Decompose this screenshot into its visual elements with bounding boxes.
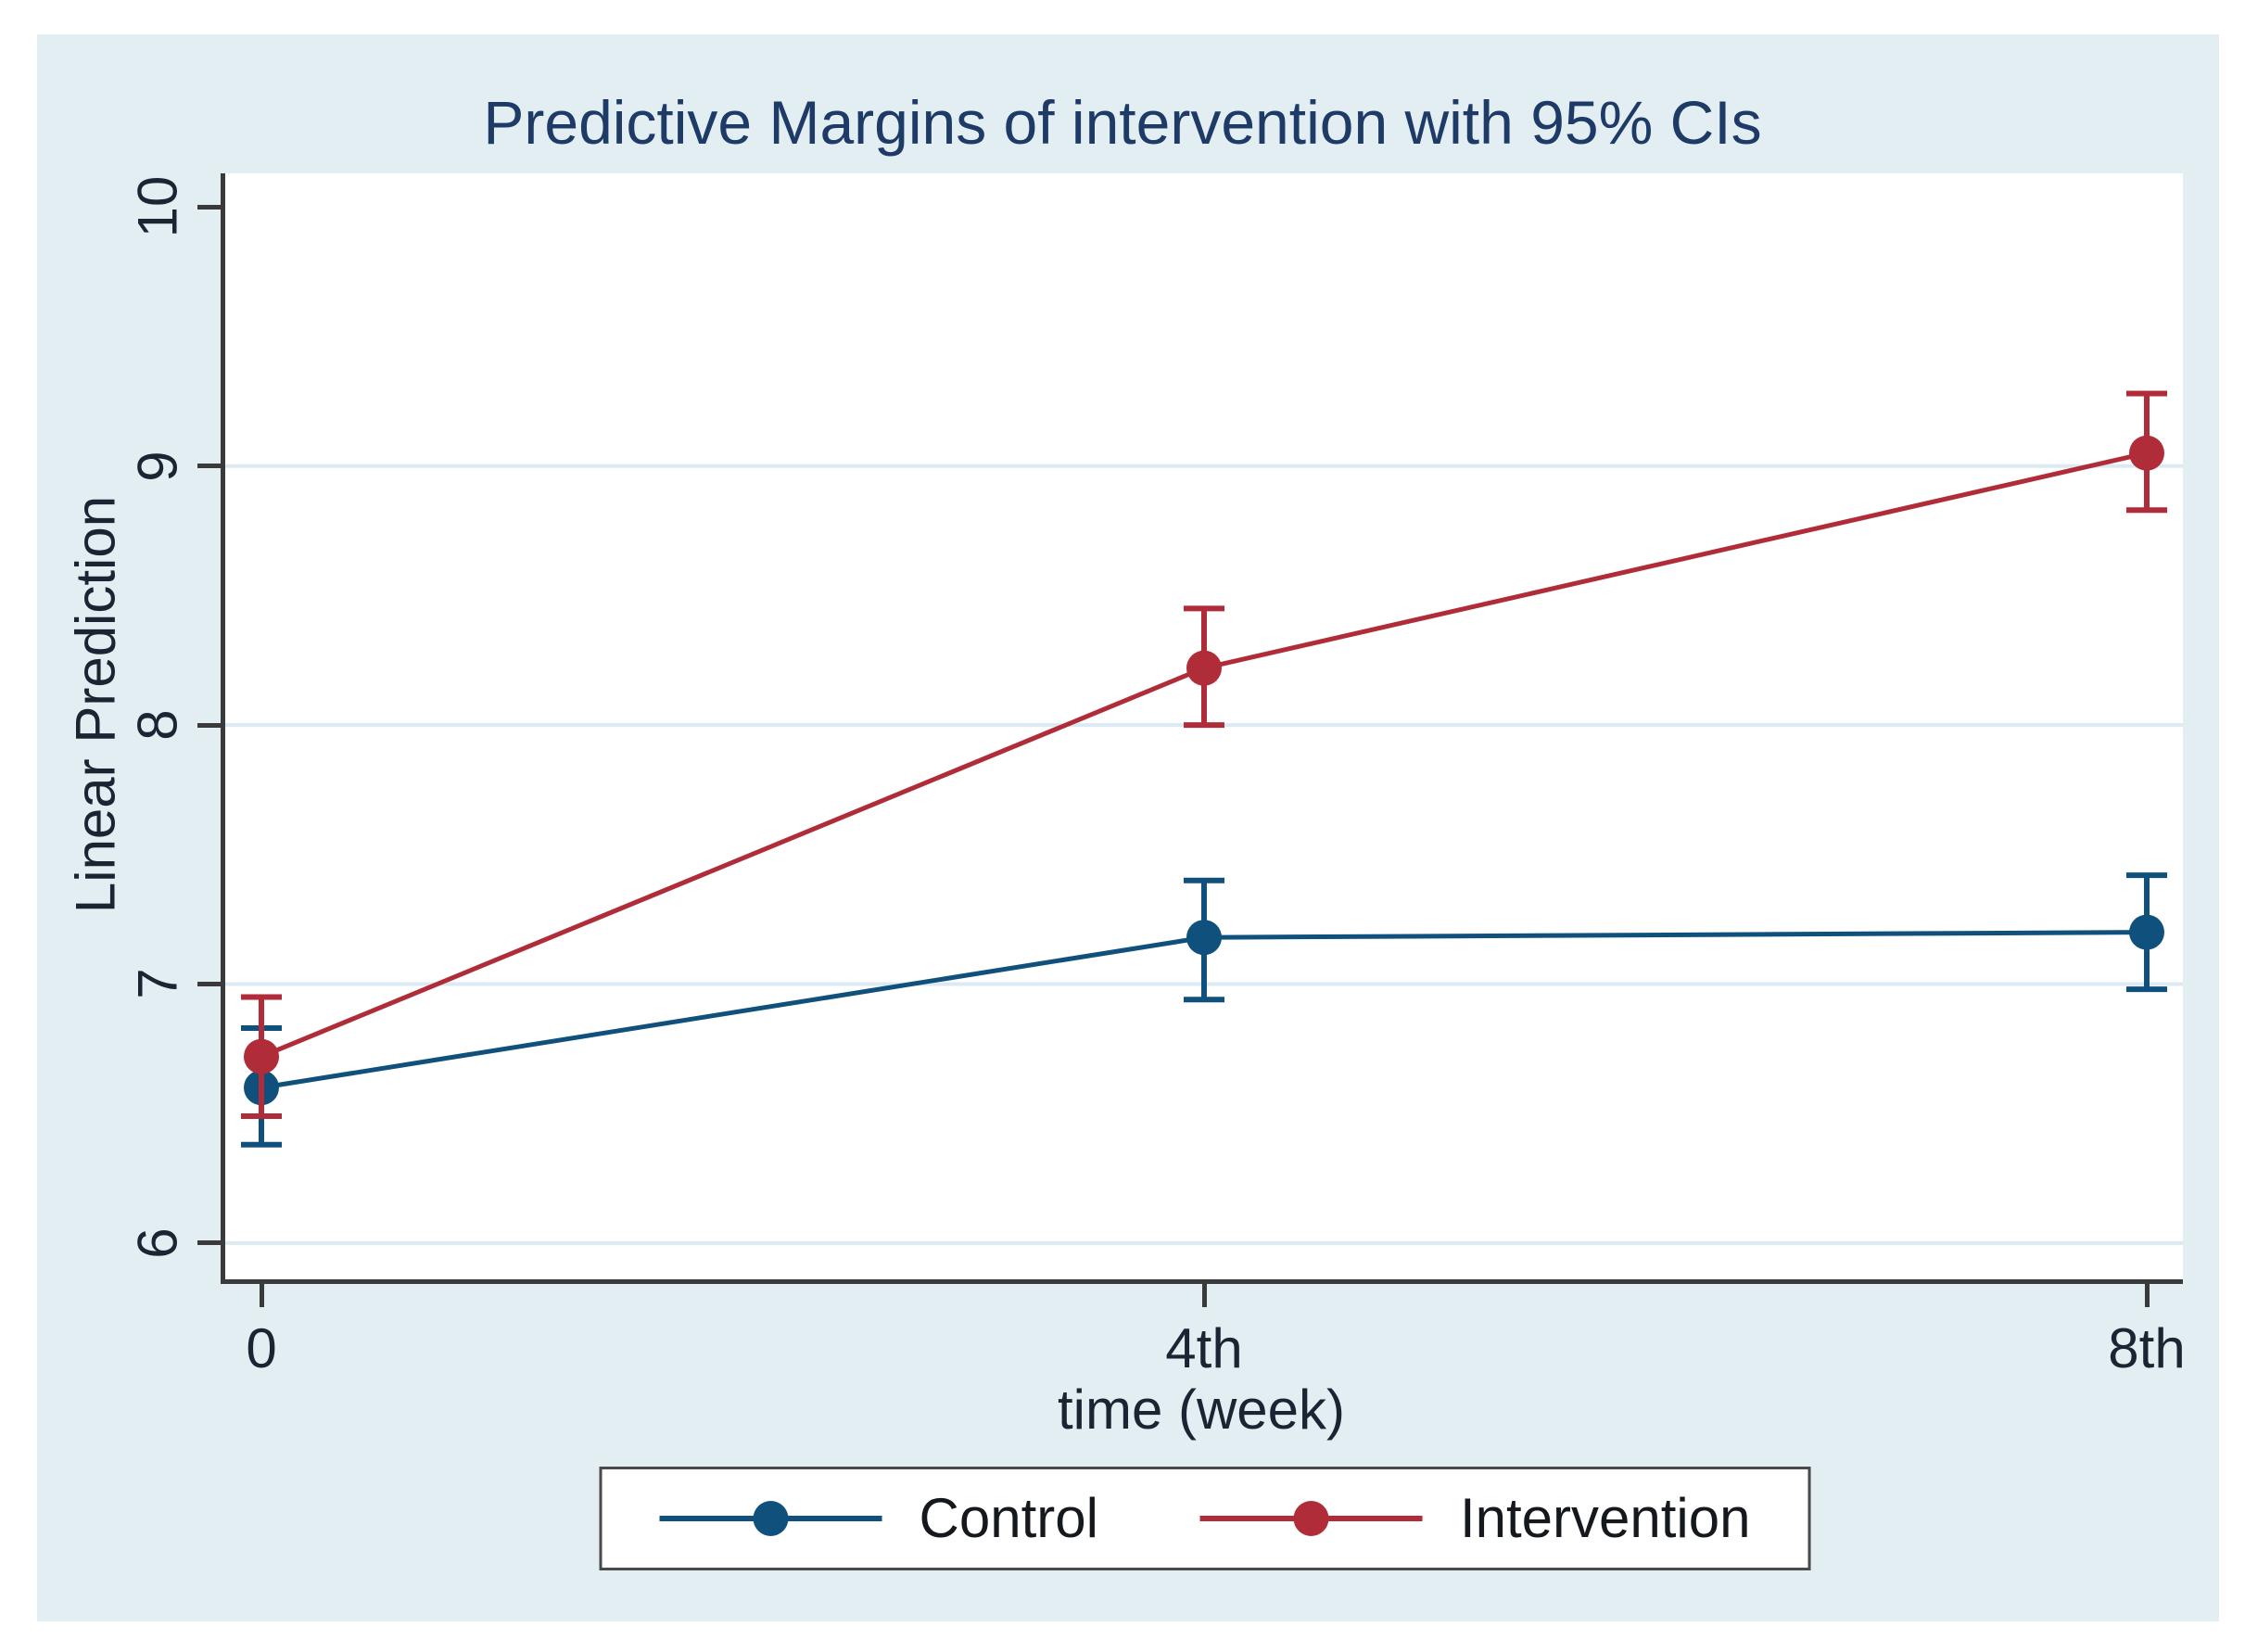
legend-item-intervention: Intervention: [1199, 1487, 1751, 1549]
legend-label-control: Control: [919, 1487, 1098, 1549]
y-tick-8: [197, 722, 221, 728]
data-point-intervention-8th: [2129, 435, 2164, 471]
y-tick-label-8: 8: [126, 709, 189, 741]
legend-marker-intervention: [1199, 1500, 1423, 1537]
chart-title: Predictive Margins of intervention with …: [483, 88, 1762, 157]
plot-area: [221, 173, 2183, 1284]
legend-item-control: Control: [659, 1487, 1098, 1549]
legend-dot-icon: [1293, 1501, 1329, 1536]
y-tick-10: [197, 204, 221, 210]
y-tick-label-6: 6: [126, 1227, 189, 1259]
y-tick-label-9: 9: [126, 451, 189, 482]
y-tick-label-10: 10: [126, 175, 189, 238]
x-tick-label-8th: 8th: [2108, 1317, 2186, 1379]
data-point-control-8th: [2129, 914, 2164, 950]
y-axis-title: Linear Prediction: [64, 495, 127, 914]
y-tick-6: [197, 1240, 221, 1246]
x-tick-label-4th: 4th: [1165, 1317, 1243, 1379]
y-tick-9: [197, 464, 221, 469]
legend-marker-control: [659, 1500, 882, 1537]
data-point-intervention-0: [244, 1038, 279, 1074]
y-tick-7: [197, 981, 221, 986]
series-plot: [225, 390, 2183, 1245]
legend: Control Intervention: [599, 1467, 1811, 1570]
x-tick-label-0: 0: [246, 1317, 277, 1379]
legend-label-intervention: Intervention: [1459, 1487, 1751, 1549]
x-tick-4th: [1201, 1284, 1207, 1307]
data-point-control-4th: [1186, 920, 1222, 956]
legend-dot-icon: [753, 1501, 789, 1536]
y-tick-label-7: 7: [126, 968, 189, 1000]
x-tick-0: [259, 1284, 264, 1307]
x-tick-8th: [2144, 1284, 2150, 1307]
data-point-intervention-4th: [1186, 650, 1222, 686]
x-axis-title: time (week): [1057, 1379, 1346, 1441]
